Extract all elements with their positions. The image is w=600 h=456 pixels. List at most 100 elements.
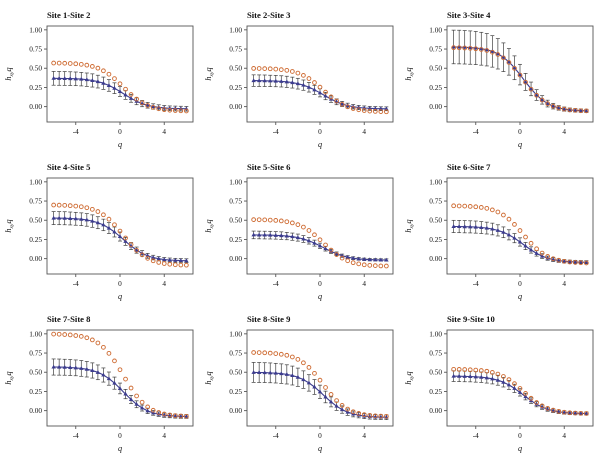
y-axis-label: hxyq	[204, 67, 215, 80]
y-tick-label: 0.75	[229, 45, 242, 54]
subplot-canvas: Site 6-Site 7 0.00 0.25 0.50 0.75 1.00 -4 0 4 hxy…	[404, 162, 594, 301]
circle-markers	[251, 217, 389, 269]
y-tick-label: 0.00	[229, 102, 242, 111]
x-tick-label: 0	[118, 279, 122, 288]
x-tick-label: 4	[562, 127, 566, 136]
circle-markers	[51, 331, 189, 419]
subplot-cell: Site 9-Site 10 0.00 0.25 0.50 0.75 1.00 -4 0 4 hx…	[400, 304, 600, 456]
x-tick-label: -4	[73, 127, 79, 136]
triangle-markers	[51, 364, 189, 418]
triangle-markers	[251, 232, 389, 262]
x-tick-label: 0	[518, 127, 522, 136]
subplot-canvas: Site 2-Site 3 0.00 0.25 0.50 0.75 1.00 -4 0 4 hxy…	[204, 10, 394, 149]
subplot-title: Site 2-Site 3	[247, 10, 290, 20]
circle-markers	[451, 203, 589, 266]
subplot-canvas: Site 5-Site 6 0.00 0.25 0.50 0.75 1.00 -4 0 4 hxy…	[204, 162, 394, 301]
y-tick-label: 0.25	[29, 83, 42, 92]
y-tick-label: 1.00	[429, 177, 442, 186]
y-tick-label: 0.75	[29, 197, 42, 206]
x-tick-label: 0	[118, 127, 122, 136]
x-axis-label: q	[118, 140, 122, 149]
y-tick-label: 0.75	[29, 45, 42, 54]
y-tick-label: 0.50	[29, 64, 42, 73]
x-tick-label: 4	[162, 431, 166, 440]
y-tick-label: 0.25	[229, 83, 242, 92]
error-bars	[51, 211, 189, 263]
y-axis-label: hxyq	[404, 219, 415, 232]
plot-frame	[446, 177, 594, 275]
subplot-cell: Site 2-Site 3 0.00 0.25 0.50 0.75 1.00 -4 0 4 hxy…	[200, 0, 400, 152]
x-tick-label: 0	[318, 431, 322, 440]
plot-frame	[246, 25, 394, 123]
plot-frame	[46, 25, 194, 123]
x-tick-label: 0	[518, 431, 522, 440]
x-axis-label: q	[518, 444, 522, 453]
y-tick-label: 0.25	[229, 235, 242, 244]
y-tick-label: 0.50	[229, 64, 242, 73]
x-tick-label: 4	[362, 127, 366, 136]
y-tick-label: 1.00	[229, 329, 242, 338]
x-tick-label: 4	[562, 279, 566, 288]
x-axis-label: q	[318, 292, 322, 301]
y-tick-label: 0.25	[29, 387, 42, 396]
x-axis-label: q	[318, 140, 322, 149]
subplot-title: Site 4-Site 5	[47, 162, 90, 172]
subplot-canvas: Site 9-Site 10 0.00 0.25 0.50 0.75 1.00 -4 0 4 hx…	[404, 314, 594, 453]
y-tick-label: 1.00	[29, 25, 42, 34]
subplot-canvas: Site 4-Site 5 0.00 0.25 0.50 0.75 1.00 -4 0 4 hxy…	[4, 162, 194, 301]
subplot-cell: Site 4-Site 5 0.00 0.25 0.50 0.75 1.00 -4 0 4 hxy…	[0, 152, 200, 304]
error-bars	[451, 29, 589, 113]
y-tick-label: 1.00	[429, 25, 442, 34]
y-tick-label: 0.50	[229, 368, 242, 377]
triangle-markers	[251, 78, 389, 111]
x-axis-label: q	[518, 140, 522, 149]
subplot-title: Site 8-Site 9	[247, 314, 290, 324]
circle-markers	[251, 350, 389, 419]
y-tick-label: 0.25	[29, 235, 42, 244]
y-tick-label: 0.00	[429, 406, 442, 415]
circle-markers	[51, 60, 189, 114]
y-tick-label: 0.50	[429, 368, 442, 377]
subplot-title: Site 6-Site 7	[447, 162, 491, 172]
y-tick-label: 0.75	[29, 349, 42, 358]
x-tick-label: 4	[162, 127, 166, 136]
y-tick-label: 0.25	[429, 387, 442, 396]
circle-markers	[451, 366, 589, 416]
y-tick-label: 0.75	[229, 197, 242, 206]
x-tick-label: -4	[473, 279, 479, 288]
x-tick-label: 0	[118, 431, 122, 440]
y-tick-label: 1.00	[29, 177, 42, 186]
circle-markers	[251, 66, 389, 115]
x-tick-label: -4	[73, 279, 79, 288]
y-tick-label: 1.00	[429, 329, 442, 338]
y-tick-label: 0.50	[29, 216, 42, 225]
y-axis-label: hxyq	[404, 67, 415, 80]
y-tick-label: 0.00	[429, 254, 442, 263]
x-tick-label: 4	[362, 431, 366, 440]
subplot-canvas: Site 1-Site 2 0.00 0.25 0.50 0.75 1.00 -4 0 4 hxy…	[4, 10, 194, 149]
x-tick-label: -4	[73, 431, 79, 440]
subplot-cell: Site 1-Site 2 0.00 0.25 0.50 0.75 1.00 -4 0 4 hxy…	[0, 0, 200, 152]
x-tick-label: -4	[473, 127, 479, 136]
subplot-title: Site 5-Site 6	[247, 162, 291, 172]
y-tick-label: 1.00	[229, 25, 242, 34]
subplot-cell: Site 7-Site 8 0.00 0.25 0.50 0.75 1.00 -4 0 4 hxy…	[0, 304, 200, 456]
subplot-cell: Site 8-Site 9 0.00 0.25 0.50 0.75 1.00 -4 0 4 hxy…	[200, 304, 400, 456]
subplot-cell: Site 5-Site 6 0.00 0.25 0.50 0.75 1.00 -4 0 4 hxy…	[200, 152, 400, 304]
y-tick-label: 0.50	[29, 368, 42, 377]
x-tick-label: 4	[162, 279, 166, 288]
y-axis-label: hxyq	[404, 371, 415, 384]
y-tick-label: 0.50	[429, 216, 442, 225]
x-tick-label: 0	[518, 279, 522, 288]
y-axis-label: hxyq	[204, 371, 215, 384]
subplot-cell: Site 6-Site 7 0.00 0.25 0.50 0.75 1.00 -4 0 4 hxy…	[400, 152, 600, 304]
y-tick-label: 0.50	[229, 216, 242, 225]
x-tick-label: -4	[273, 279, 279, 288]
triangle-markers	[451, 44, 589, 113]
subplot-canvas: Site 7-Site 8 0.00 0.25 0.50 0.75 1.00 -4 0 4 hxy…	[4, 314, 194, 453]
subplot-title: Site 7-Site 8	[47, 314, 91, 324]
subplot-canvas: Site 3-Site 4 0.00 0.25 0.50 0.75 1.00 -4 0 4 hxy…	[404, 10, 594, 149]
y-tick-label: 0.75	[429, 197, 442, 206]
y-tick-label: 1.00	[29, 329, 42, 338]
triangle-markers	[451, 224, 589, 264]
